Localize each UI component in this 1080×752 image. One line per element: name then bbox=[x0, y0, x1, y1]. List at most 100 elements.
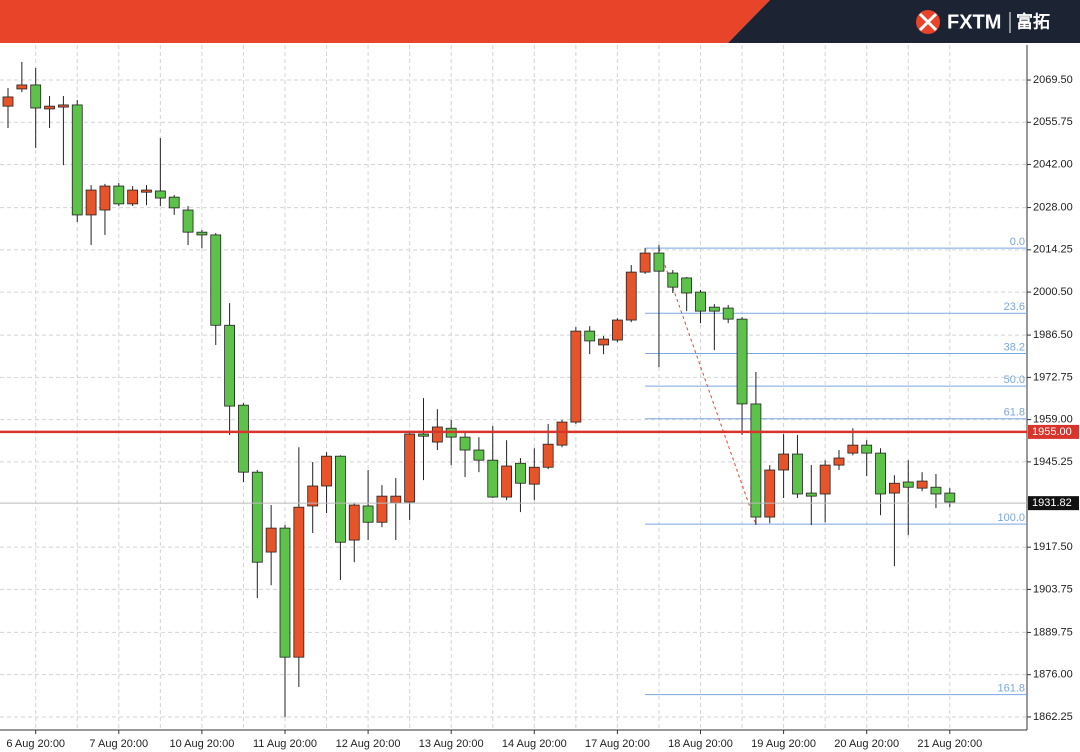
candle-body bbox=[321, 455, 332, 487]
candle-body bbox=[224, 324, 236, 407]
candle-body bbox=[667, 272, 679, 288]
candle-body bbox=[362, 505, 374, 523]
y-tick-label: 1903.75 bbox=[1033, 583, 1073, 595]
candle-body bbox=[764, 469, 776, 518]
candle-body bbox=[695, 291, 706, 312]
candle-body bbox=[16, 84, 28, 90]
x-tick-label: 21 Aug 20:00 bbox=[917, 738, 982, 750]
candle-body bbox=[612, 319, 623, 341]
candle-body bbox=[58, 104, 69, 108]
candle-body bbox=[639, 252, 651, 273]
candle-body bbox=[584, 330, 596, 342]
logo-cross bbox=[918, 12, 938, 32]
fib-label: 61.8 bbox=[1004, 407, 1025, 419]
x-tick-label: 7 Aug 20:00 bbox=[89, 738, 148, 750]
candle-body bbox=[902, 481, 914, 488]
fib-label: 100.0 bbox=[997, 512, 1025, 524]
y-tick-label: 1945.25 bbox=[1033, 456, 1073, 468]
x-tick-label: 10 Aug 20:00 bbox=[169, 738, 234, 750]
candle-body bbox=[556, 421, 568, 446]
y-tick-label: 2069.50 bbox=[1033, 74, 1073, 86]
candle-body bbox=[598, 338, 609, 346]
header-dark bbox=[728, 0, 1080, 43]
last-price-box bbox=[1028, 496, 1079, 511]
candle-body bbox=[847, 444, 859, 454]
candle-body bbox=[833, 457, 845, 466]
candle-body bbox=[722, 307, 734, 320]
y-tick-label: 2028.00 bbox=[1033, 201, 1073, 213]
x-tick-label: 20 Aug 20:00 bbox=[834, 738, 899, 750]
candle-body bbox=[792, 453, 803, 495]
y-tick-label: 1917.50 bbox=[1033, 541, 1073, 553]
fib-trend bbox=[658, 247, 757, 525]
y-tick-label: 1862.25 bbox=[1033, 711, 1073, 723]
candle-body bbox=[528, 466, 540, 485]
candle-body bbox=[2, 96, 14, 107]
candle-body bbox=[307, 485, 319, 507]
candle-body bbox=[348, 504, 360, 541]
candle-body bbox=[168, 196, 180, 209]
brand-cn: 富拓 bbox=[1016, 11, 1050, 31]
candle-body bbox=[778, 453, 789, 471]
x-tick-label: 17 Aug 20:00 bbox=[585, 738, 650, 750]
y-tick-label: 2000.50 bbox=[1033, 286, 1073, 298]
candle-body bbox=[99, 185, 111, 211]
x-tick-label: 6 Aug 20:00 bbox=[6, 738, 65, 750]
fib-label: 161.8 bbox=[997, 683, 1025, 695]
candle-body bbox=[279, 527, 291, 658]
candle-body bbox=[293, 506, 305, 658]
last-price-label: 1931.82 bbox=[1032, 497, 1072, 509]
fib-label: 38.2 bbox=[1004, 341, 1025, 353]
candle-body bbox=[861, 444, 873, 454]
x-tick-label: 12 Aug 20:00 bbox=[336, 738, 401, 750]
y-tick-label: 2042.00 bbox=[1033, 158, 1073, 170]
fib-label: 50.0 bbox=[1004, 374, 1025, 386]
candle-body bbox=[653, 252, 665, 272]
candle-body bbox=[196, 231, 208, 236]
candle-body bbox=[625, 271, 637, 321]
candle-body bbox=[930, 486, 942, 495]
candle-body bbox=[889, 482, 900, 494]
candle-body bbox=[916, 480, 928, 489]
candle-body bbox=[376, 495, 388, 523]
header-band bbox=[0, 0, 770, 43]
candle-body bbox=[182, 209, 194, 233]
candle-body bbox=[805, 492, 817, 497]
candle-body bbox=[736, 318, 748, 405]
y-tick-label: 1876.00 bbox=[1033, 669, 1073, 681]
candle-body bbox=[681, 277, 693, 294]
candle-body bbox=[113, 185, 125, 205]
x-tick-label: 14 Aug 20:00 bbox=[502, 738, 567, 750]
candle-body bbox=[85, 189, 97, 216]
brand: FXTM bbox=[947, 11, 1001, 33]
fib-label: 0.0 bbox=[1010, 236, 1025, 248]
candle-body bbox=[819, 464, 831, 495]
y-tick-label: 1889.75 bbox=[1033, 626, 1073, 638]
candle-body bbox=[154, 190, 166, 199]
candle-body bbox=[431, 426, 443, 443]
x-tick-label: 13 Aug 20:00 bbox=[419, 738, 484, 750]
candle-body bbox=[265, 527, 277, 553]
candle-body bbox=[542, 443, 554, 468]
candle-body bbox=[515, 462, 526, 484]
y-tick-label: 1986.50 bbox=[1033, 329, 1073, 341]
candle-body bbox=[750, 403, 762, 518]
candle-body bbox=[251, 471, 263, 563]
level-label-box bbox=[1028, 424, 1079, 439]
level-label: 1955.00 bbox=[1032, 426, 1072, 438]
candle-body bbox=[210, 234, 222, 326]
candle-body bbox=[127, 189, 139, 205]
candle-body bbox=[570, 330, 582, 423]
candle-body bbox=[238, 404, 249, 473]
x-tick-label: 11 Aug 20:00 bbox=[253, 738, 317, 750]
candle-body bbox=[473, 449, 485, 461]
x-tick-label: 19 Aug 20:00 bbox=[751, 738, 816, 750]
candle-body bbox=[487, 459, 499, 498]
candle-body bbox=[459, 436, 471, 451]
candle-body bbox=[390, 495, 402, 504]
fib-label: 23.6 bbox=[1004, 301, 1025, 313]
x-tick-label: 18 Aug 20:00 bbox=[668, 738, 733, 750]
